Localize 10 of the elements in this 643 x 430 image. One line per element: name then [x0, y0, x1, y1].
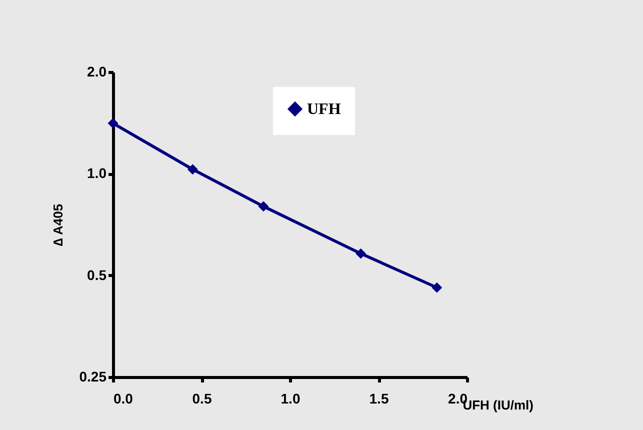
x-tick-label: 1.0 — [280, 390, 300, 406]
y-tick-label: 0.5 — [87, 266, 107, 283]
x-tick-label: 1.5 — [369, 390, 389, 406]
x-tick-label: 0.0 — [114, 390, 134, 406]
y-tick-label: 2.0 — [87, 64, 107, 80]
y-tick-label: 0.25 — [79, 368, 107, 384]
y-axis-title: ∆ A405 — [50, 204, 66, 246]
x-tick-label: 0.5 — [192, 390, 212, 406]
y-tick-label: 1.0 — [87, 165, 107, 182]
legend-label: UFH — [307, 101, 342, 118]
